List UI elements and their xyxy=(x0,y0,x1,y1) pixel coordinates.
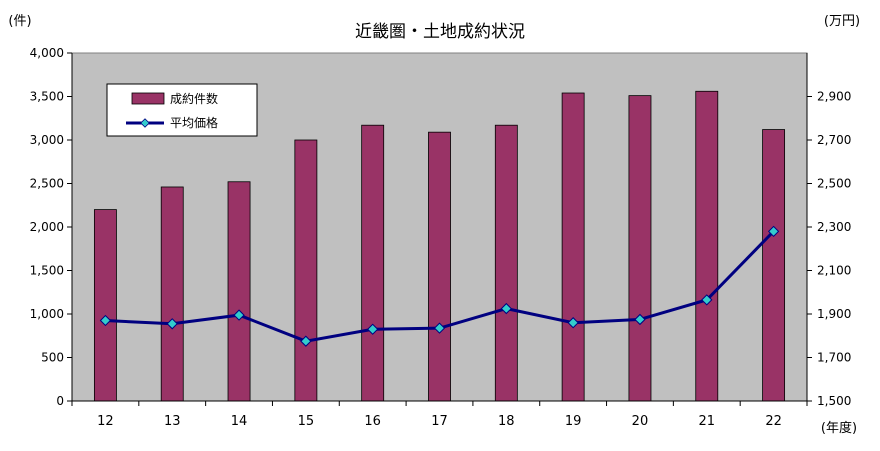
price-marker-21 xyxy=(701,294,713,306)
legend: 成約件数 平均価格 xyxy=(106,83,258,137)
bar-19 xyxy=(561,92,585,402)
price-marker-15 xyxy=(300,335,312,347)
price-marker-13 xyxy=(166,318,178,330)
price-marker-16 xyxy=(367,323,379,335)
legend-bar-label: 成約件数 xyxy=(170,91,218,106)
right-tick-label: 1,900 xyxy=(817,307,851,321)
x-tick-label: 20 xyxy=(632,414,649,429)
x-tick-label: 21 xyxy=(698,414,715,429)
bar-20 xyxy=(628,95,652,402)
x-tick-label: 14 xyxy=(231,414,248,429)
bar-18 xyxy=(494,124,518,402)
right-tick-label: 2,700 xyxy=(817,133,851,147)
bar-22 xyxy=(762,129,786,402)
right-tick-label: 1,700 xyxy=(817,351,851,365)
line-layer xyxy=(99,225,780,347)
x-tick-label: 15 xyxy=(298,414,315,429)
axes-layer: 0 500 1,000 1,500 2,000 2,500 3,000 3,500 4,000 1… xyxy=(30,46,852,429)
price-marker-12 xyxy=(99,314,112,327)
bar-14 xyxy=(227,181,251,402)
left-tick-label: 3,000 xyxy=(30,133,64,147)
price-marker-20 xyxy=(634,313,646,326)
left-tick-label: 500 xyxy=(41,351,64,365)
left-axis-unit: (件) xyxy=(8,14,31,29)
x-tick-label: 17 xyxy=(431,414,448,429)
left-tick-label: 1,000 xyxy=(30,307,64,321)
left-tick-label: 0 xyxy=(56,394,64,408)
right-tick-label: 2,900 xyxy=(817,90,851,104)
chart-title: 近畿圏・土地成約状況 xyxy=(355,22,525,42)
x-tick-label: 22 xyxy=(765,414,782,429)
legend-bar-swatch xyxy=(131,92,165,105)
left-tick-label: 2,000 xyxy=(30,220,64,234)
left-tick-label: 2,500 xyxy=(30,177,64,191)
left-tick-label: 1,500 xyxy=(30,264,64,278)
price-marker-17 xyxy=(433,322,446,334)
bars-layer xyxy=(93,90,786,402)
x-tick-label: 19 xyxy=(565,414,582,429)
price-marker-14 xyxy=(233,309,245,321)
left-tick-label: 4,000 xyxy=(30,46,64,60)
right-tick-label: 2,100 xyxy=(817,264,851,278)
right-tick-label: 2,500 xyxy=(817,177,851,191)
legend-line-label: 平均価格 xyxy=(170,115,218,130)
x-tick-label: 12 xyxy=(97,414,114,429)
price-marker-19 xyxy=(567,317,579,329)
bar-12 xyxy=(93,209,117,402)
price-marker-22 xyxy=(767,225,780,238)
x-tick-label: 13 xyxy=(164,414,181,429)
legend-line-marker xyxy=(140,118,150,128)
right-tick-label: 1,500 xyxy=(817,394,851,408)
bar-16 xyxy=(361,124,385,402)
x-axis-unit: (年度) xyxy=(821,420,857,436)
price-marker-18 xyxy=(500,302,512,315)
bar-17 xyxy=(428,131,451,402)
bar-21 xyxy=(695,90,719,402)
right-axis-unit: (万円) xyxy=(824,14,860,29)
x-tick-label: 16 xyxy=(364,414,381,429)
left-tick-label: 3,500 xyxy=(30,90,64,104)
right-tick-label: 2,300 xyxy=(817,220,851,234)
bar-15 xyxy=(294,139,318,402)
bar-13 xyxy=(160,186,184,402)
x-tick-label: 18 xyxy=(498,414,515,429)
